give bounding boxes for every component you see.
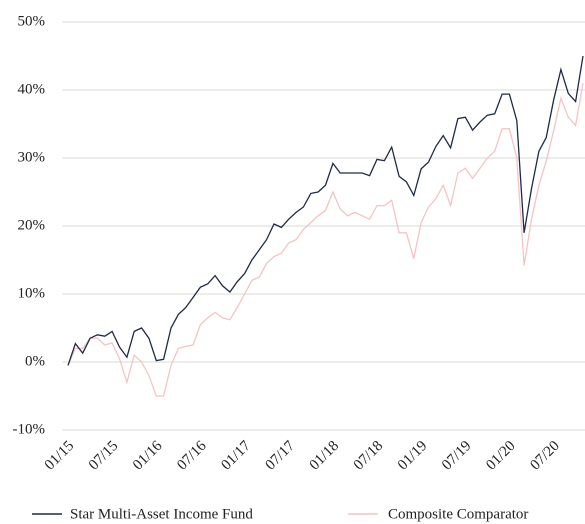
x-tick-label: 07/16 <box>174 438 210 474</box>
x-tick-label: 01/18 <box>307 438 342 473</box>
x-tick-label: 07/17 <box>262 438 298 474</box>
legend-label: Composite Comparator <box>388 506 528 522</box>
x-tick-label: 07/20 <box>527 438 562 473</box>
x-tick-label: 01/17 <box>218 438 254 474</box>
y-tick-label: 40% <box>18 81 46 97</box>
series-line <box>67 55 584 366</box>
legend-label: Star Multi-Asset Income Fund <box>70 506 253 522</box>
x-tick-label: 01/19 <box>395 438 430 473</box>
y-tick-label: -10% <box>13 421 46 437</box>
y-tick-label: 20% <box>18 217 46 233</box>
series-line <box>67 83 584 397</box>
x-tick-label: 01/16 <box>130 438 166 474</box>
x-tick-label: 07/18 <box>351 438 386 473</box>
x-tick-label: 01/20 <box>483 438 518 473</box>
y-tick-label: 10% <box>18 285 46 301</box>
y-tick-label: 50% <box>18 13 46 29</box>
x-tick-label: 07/19 <box>439 438 474 473</box>
x-tick-label: 01/15 <box>42 438 77 473</box>
y-tick-label: 0% <box>25 353 45 369</box>
y-tick-label: 30% <box>18 149 46 165</box>
x-tick-label: 07/15 <box>86 438 121 473</box>
